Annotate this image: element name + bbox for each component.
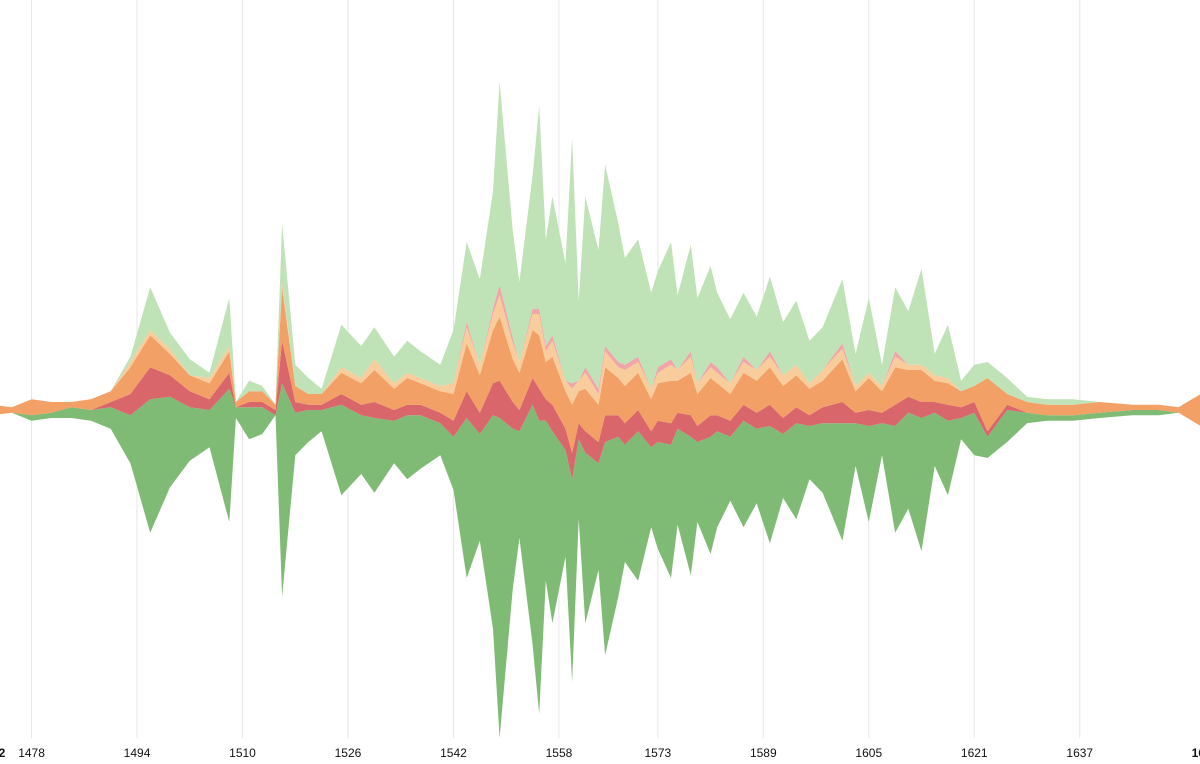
x-tick-label: 1526 xyxy=(335,746,362,760)
x-tick-label: 1558 xyxy=(546,746,573,760)
x-tick-label: 1472 xyxy=(0,746,6,760)
x-tick-label: 1573 xyxy=(644,746,671,760)
stream-layers xyxy=(0,82,1200,738)
stream-layer-6 xyxy=(0,82,1200,408)
stream-layer-2 xyxy=(0,340,1200,480)
x-tick-label: 1542 xyxy=(440,746,467,760)
stream-layer-3 xyxy=(0,287,1200,453)
stream-layer-5 xyxy=(0,282,1200,408)
x-tick-label: 1656 xyxy=(1192,746,1200,760)
x-axis: 1472 1478 1494 1510 1526 1542 1558 1573 1589 1605… xyxy=(0,746,1200,760)
x-tick-label: 1510 xyxy=(229,746,256,760)
x-tick-label: 1637 xyxy=(1066,746,1093,760)
x-tick-label: 1589 xyxy=(750,746,777,760)
x-tick-label: 1494 xyxy=(124,746,151,760)
stream-layer-1 xyxy=(0,383,1200,738)
x-tick-label: 1621 xyxy=(961,746,988,760)
x-tick-label: 1605 xyxy=(855,746,882,760)
x-tick-label: 1478 xyxy=(18,746,45,760)
